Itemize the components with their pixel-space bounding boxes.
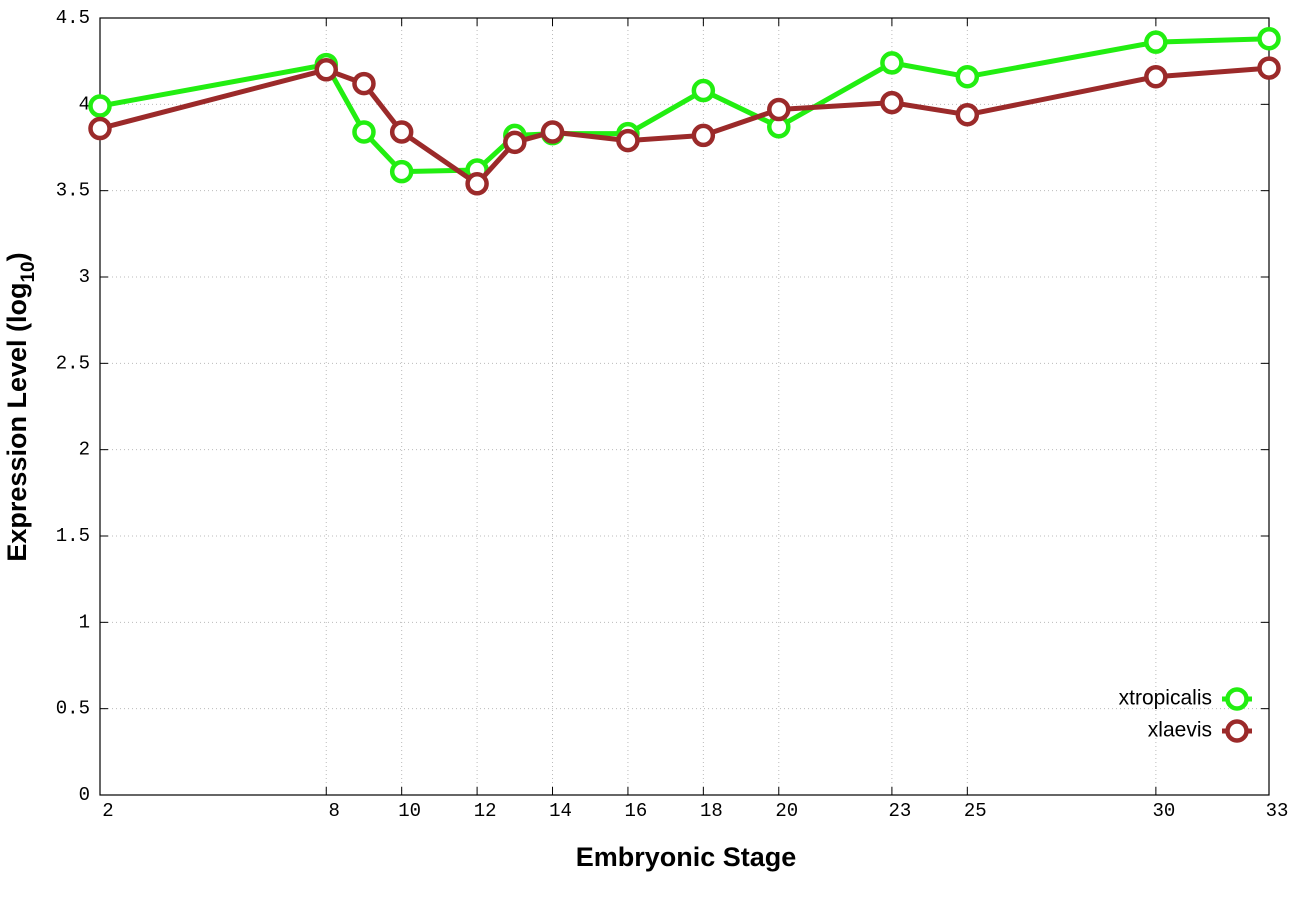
point (691, 123, 716, 148)
legend-marker (1225, 687, 1249, 711)
series-line (99, 36, 1270, 175)
y-tick-label: 3.5 (56, 180, 90, 202)
point (880, 51, 904, 75)
x-tick-label: 14 (549, 800, 572, 822)
x-tick-label: 2 (102, 800, 113, 822)
x-tick-label: 25 (964, 800, 987, 822)
point (503, 130, 527, 155)
point (88, 116, 112, 141)
point (1257, 26, 1281, 51)
point (389, 159, 414, 184)
point (691, 78, 716, 103)
y-tick-label: 1 (79, 611, 90, 633)
x-tick-label: 20 (775, 800, 798, 822)
x-tick-label: 16 (625, 800, 648, 822)
y-tick-label: 2.5 (56, 352, 90, 374)
plot-border (99, 17, 1270, 796)
point (767, 97, 791, 122)
point (540, 120, 565, 144)
point (465, 172, 489, 196)
y-tick-label: 3 (79, 266, 90, 288)
series-line (99, 65, 1270, 187)
x-tick-label: 23 (888, 800, 911, 822)
y-tick-label: 2 (79, 439, 90, 461)
point (352, 71, 376, 96)
point (955, 102, 980, 127)
x-tick-label: 10 (398, 800, 421, 822)
x-tick-label: 12 (474, 800, 497, 822)
x-tick-label: 30 (1152, 800, 1175, 822)
point (1257, 56, 1281, 80)
point (1144, 30, 1168, 54)
y-axis-label-text: Expression Level (log (2, 283, 32, 562)
y-axis-label-subscript: 10 (18, 261, 39, 282)
y-axis-label-suffix: ) (2, 252, 32, 261)
point (88, 94, 112, 118)
x-axis-label: Embryonic Stage (576, 842, 797, 872)
point (616, 128, 640, 153)
point (955, 64, 980, 89)
point (352, 120, 376, 144)
y-axis-label: Expression Level (log10) (2, 252, 39, 561)
y-tick-label: 1.5 (56, 525, 90, 547)
point (314, 58, 339, 82)
x-tick-label: 18 (700, 800, 723, 822)
x-tick-label: 8 (329, 800, 340, 822)
legend-label: xtropicalis (1119, 687, 1212, 710)
legend-label: xlaevis (1148, 719, 1212, 742)
legend-marker (1225, 719, 1249, 743)
point (1144, 64, 1168, 89)
x-tick-label: 33 (1266, 800, 1289, 822)
y-tick-label: 0 (79, 784, 90, 806)
y-tick-label: 0.5 (56, 698, 90, 720)
y-tick-label: 4.5 (56, 7, 90, 29)
y-tick-label: 4 (79, 93, 90, 115)
point (389, 120, 414, 144)
point (880, 90, 904, 115)
